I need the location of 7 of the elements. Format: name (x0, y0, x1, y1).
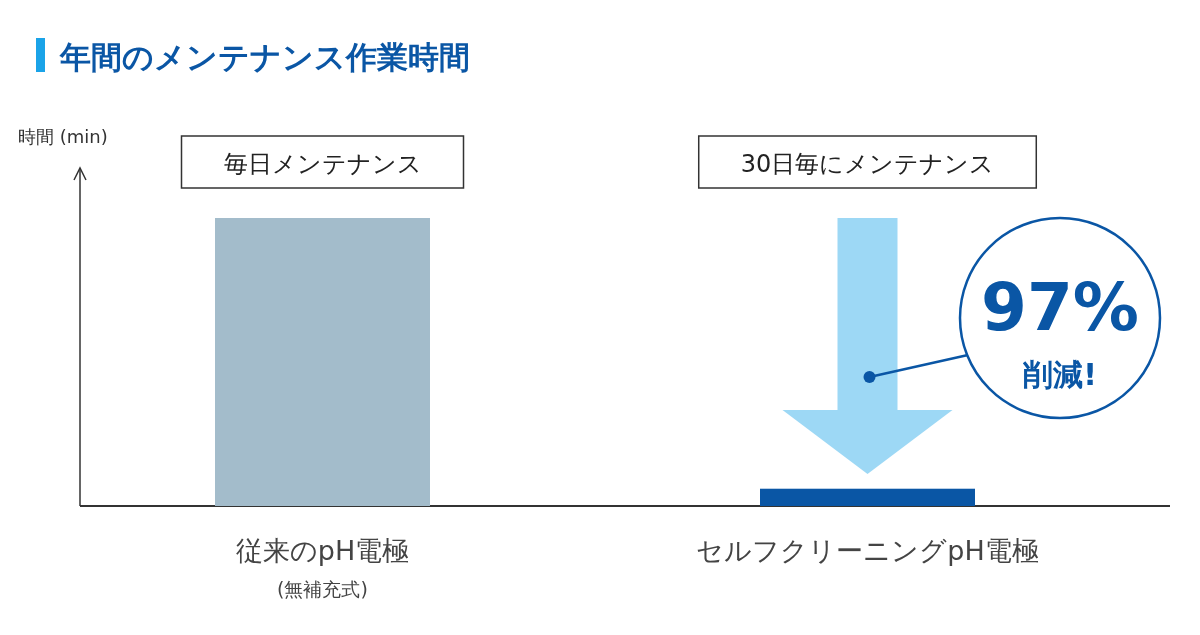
chart-title: 年間のメンテナンス作業時間 (59, 39, 470, 75)
text: 毎日メンテナンス (223, 150, 422, 178)
annotation: 97% 削減! (981, 269, 1139, 392)
text: 30日毎にメンテナンス (740, 150, 995, 178)
x-tick-label: 従来のpH電極 (無補充式) (235, 535, 410, 600)
y-axis-title: 時間 (min) (18, 126, 108, 147)
x-tick-label: セルフクリーニングpH電極 (696, 535, 1039, 566)
